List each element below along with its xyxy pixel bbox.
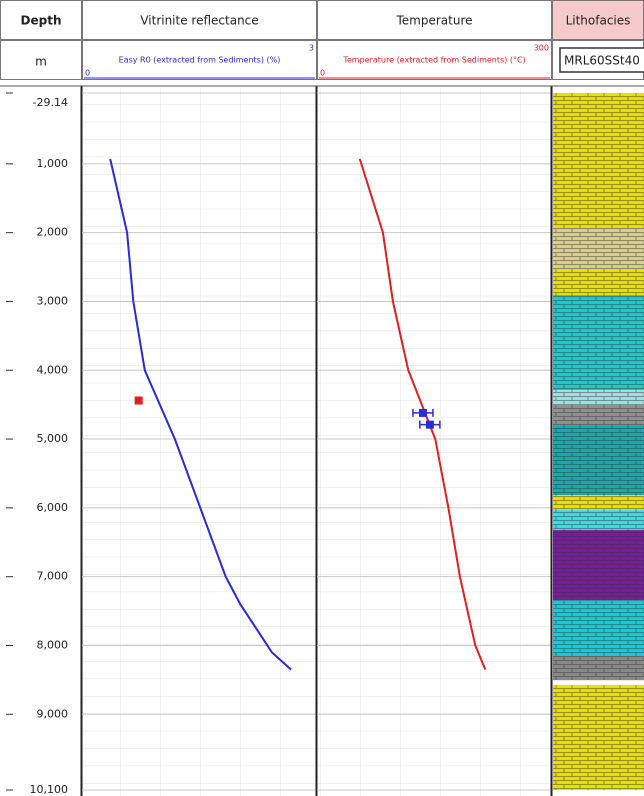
layer-pattern	[553, 228, 644, 270]
well-log: Depth m -29.14 1,000 2,000 3,000 4,000 5,000 6,0…	[0, 0, 644, 796]
layer-pattern	[553, 93, 644, 228]
x-tick-label: 0	[85, 69, 90, 78]
y-tick-label: 4,000	[37, 363, 69, 376]
x-tick-label: 300	[534, 44, 549, 53]
x-tick-label: 0	[320, 69, 325, 78]
y-tick-label: 6,000	[37, 501, 69, 514]
series-name: Easy R0 (extracted from Sediments) (%)	[119, 56, 281, 65]
y-tick-label: -29.14	[33, 96, 68, 109]
track-title: Temperature	[395, 14, 472, 28]
y-tick-label: 9,000	[37, 707, 69, 720]
y-tick-label: 2,000	[37, 226, 69, 239]
layer-pattern	[553, 600, 644, 655]
lithology-label: MRL60SSt40	[564, 54, 640, 68]
layer-pattern	[553, 655, 644, 680]
y-tick-label: 1,000	[37, 157, 69, 170]
track-grid	[318, 88, 551, 796]
depth-unit: m	[35, 55, 47, 69]
layer-pattern	[553, 425, 644, 495]
layer-pattern	[553, 685, 644, 790]
layer-pattern	[553, 530, 644, 600]
layer-pattern	[553, 405, 644, 425]
measured-point	[135, 397, 143, 405]
layer-pattern	[553, 495, 644, 510]
measured-point	[426, 421, 434, 429]
y-tick-label: 5,000	[37, 432, 69, 445]
y-tick-label: 8,000	[37, 638, 69, 651]
track-title: Depth	[21, 14, 62, 28]
series-name: Temperature (extracted from Sediments) (…	[342, 56, 525, 65]
layer-pattern	[553, 510, 644, 530]
layer-pattern	[553, 270, 644, 295]
x-tick-label: 3	[309, 44, 314, 53]
y-tick-label: 7,000	[37, 570, 69, 583]
y-tick-label: 3,000	[37, 294, 69, 307]
track-title: Vitrinite reflectance	[140, 14, 258, 28]
layer-pattern	[553, 295, 644, 390]
track-title: Lithofacies	[566, 14, 631, 28]
y-tick-label: 10,100	[30, 783, 69, 796]
layer-pattern	[553, 390, 644, 405]
measured-point	[419, 409, 427, 417]
